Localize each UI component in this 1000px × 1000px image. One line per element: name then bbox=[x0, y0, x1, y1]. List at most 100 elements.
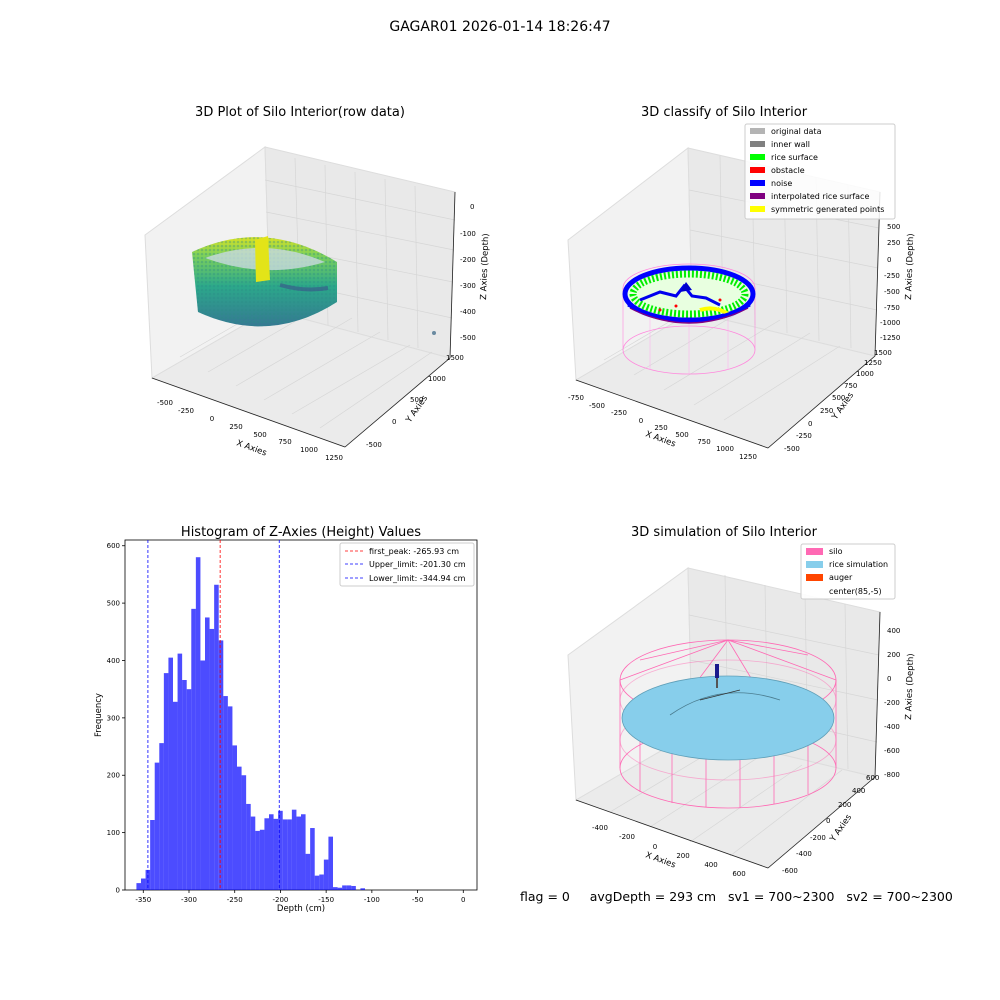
legend-lower-limit: Lower_limit: -344.94 cm bbox=[369, 574, 466, 583]
legend-label-inner-wall: inner wall bbox=[771, 140, 810, 149]
histogram-bar bbox=[168, 657, 173, 890]
svg-text:1000: 1000 bbox=[428, 375, 446, 383]
svg-text:-1000: -1000 bbox=[880, 319, 900, 327]
svg-text:-800: -800 bbox=[884, 771, 900, 779]
svg-text:200: 200 bbox=[676, 852, 689, 860]
raw-x-ticks: -500 -250 0 250 500 750 1000 1250 bbox=[157, 399, 343, 462]
svg-text:1000: 1000 bbox=[716, 445, 734, 453]
histogram-bar bbox=[232, 745, 237, 890]
x-tick-label: -300 bbox=[181, 896, 197, 904]
simulation-rice-surface bbox=[621, 675, 835, 761]
svg-text:0: 0 bbox=[887, 256, 891, 264]
legend-swatch-interpolated bbox=[750, 193, 765, 199]
histogram-bar bbox=[346, 885, 352, 890]
histogram-bar bbox=[195, 557, 201, 890]
y-tick-label: 0 bbox=[116, 887, 120, 895]
svg-text:-200: -200 bbox=[619, 833, 635, 841]
svg-text:-400: -400 bbox=[460, 308, 476, 316]
legend-label-noise: noise bbox=[771, 179, 792, 188]
figure-title: GAGAR01 2026-01-14 18:26:47 bbox=[389, 19, 610, 35]
legend-label-center: center(85,-5) bbox=[829, 587, 882, 596]
panel-simulation-title: 3D simulation of Silo Interior bbox=[631, 525, 818, 540]
simulation-x-label: X Axies bbox=[644, 850, 677, 870]
histogram-bar bbox=[296, 816, 301, 890]
status-avg-depth: avgDepth = 293 cm bbox=[589, 889, 717, 904]
svg-text:1250: 1250 bbox=[739, 453, 757, 461]
raw-y-ticks: -500 0 500 1000 1500 bbox=[366, 354, 464, 449]
histogram-title: Histogram of Z-Axies (Height) Values bbox=[181, 525, 421, 540]
histogram-reference-lines bbox=[147, 540, 280, 890]
svg-text:200: 200 bbox=[838, 801, 851, 809]
svg-text:600: 600 bbox=[866, 774, 879, 782]
legend-swatch-original-data bbox=[750, 128, 765, 134]
y-tick-label: 100 bbox=[107, 829, 120, 837]
legend-swatch-inner-wall bbox=[750, 141, 765, 147]
y-tick-label: 200 bbox=[107, 772, 120, 780]
y-tick-label: 600 bbox=[107, 542, 120, 550]
svg-text:600: 600 bbox=[732, 870, 745, 878]
histogram-bar bbox=[282, 819, 288, 890]
svg-text:0: 0 bbox=[808, 420, 812, 428]
svg-text:-500: -500 bbox=[884, 288, 900, 296]
legend-swatch-noise bbox=[750, 180, 765, 186]
histogram-bar bbox=[259, 829, 265, 890]
legend-label-obstacle: obstacle bbox=[771, 166, 805, 175]
svg-text:-500: -500 bbox=[784, 445, 800, 453]
svg-text:-1250: -1250 bbox=[880, 334, 900, 342]
svg-text:0: 0 bbox=[887, 675, 891, 683]
histogram-bar bbox=[305, 853, 311, 890]
svg-text:-400: -400 bbox=[796, 850, 812, 858]
histogram-bar bbox=[150, 820, 155, 890]
svg-text:500: 500 bbox=[832, 394, 845, 402]
svg-text:-200: -200 bbox=[810, 834, 826, 842]
legend-label-auger: auger bbox=[829, 573, 853, 582]
svg-text:-400: -400 bbox=[884, 723, 900, 731]
legend-label-rice-simulation: rice simulation bbox=[829, 560, 888, 569]
svg-text:-500: -500 bbox=[157, 399, 173, 407]
svg-text:-500: -500 bbox=[366, 441, 382, 449]
svg-text:750: 750 bbox=[697, 438, 710, 446]
legend-label-symmetric: symmetric generated points bbox=[771, 205, 884, 214]
panel-simulation-3d: 3D simulation of Silo Interior bbox=[567, 525, 916, 878]
histogram-bar bbox=[250, 816, 256, 890]
legend-swatch-auger bbox=[806, 574, 823, 581]
histogram-bar bbox=[319, 874, 324, 890]
x-tick-label: -100 bbox=[364, 896, 380, 904]
svg-text:0: 0 bbox=[653, 843, 657, 851]
histogram-bar bbox=[227, 706, 233, 890]
histogram-bar bbox=[177, 653, 183, 890]
legend-swatch-rice-simulation bbox=[806, 561, 823, 568]
svg-text:-250: -250 bbox=[884, 272, 900, 280]
legend-first-peak: first_peak: -265.93 cm bbox=[369, 547, 459, 556]
classify-point-cloud bbox=[622, 263, 756, 375]
classify-z-label: Z Axies (Depth) bbox=[904, 233, 916, 300]
histogram-bar bbox=[323, 859, 329, 890]
x-tick-label: -50 bbox=[412, 896, 423, 904]
histogram-y-ticks: 0 100 200 300 400 500 600 bbox=[107, 542, 125, 895]
histogram-bar bbox=[246, 803, 251, 890]
svg-text:-200: -200 bbox=[460, 256, 476, 264]
simulation-y-ticks: -600 -400 -200 0 200 400 600 bbox=[782, 774, 879, 875]
svg-text:-300: -300 bbox=[460, 282, 476, 290]
histogram-legend: first_peak: -265.93 cm Upper_limit: -201… bbox=[339, 542, 475, 587]
histogram-bar bbox=[214, 584, 219, 890]
histogram-bar bbox=[159, 743, 164, 890]
panel-classify-title: 3D classify of Silo Interior bbox=[641, 105, 808, 120]
classify-z-ticks: 500 250 0 -250 -500 -750 -1000 -1250 bbox=[880, 223, 900, 342]
svg-text:1500: 1500 bbox=[446, 354, 464, 362]
simulation-x-ticks: -400 -200 0 200 400 600 bbox=[592, 824, 746, 878]
svg-text:250: 250 bbox=[654, 424, 667, 432]
histogram-bar bbox=[328, 836, 333, 890]
svg-text:500: 500 bbox=[887, 223, 900, 231]
histogram-bar bbox=[337, 887, 343, 890]
histogram-bar bbox=[273, 818, 279, 890]
histogram-bar bbox=[205, 617, 210, 890]
svg-text:750: 750 bbox=[844, 382, 857, 390]
histogram-bar bbox=[145, 869, 151, 890]
raw-z-label: Z Axies (Depth) bbox=[479, 233, 491, 300]
histogram-bar bbox=[237, 766, 242, 890]
histogram-bar bbox=[360, 888, 365, 890]
legend-swatch-rice-surface bbox=[750, 154, 765, 160]
simulation-z-ticks: 400 200 0 -200 -400 -600 -800 bbox=[884, 627, 900, 779]
